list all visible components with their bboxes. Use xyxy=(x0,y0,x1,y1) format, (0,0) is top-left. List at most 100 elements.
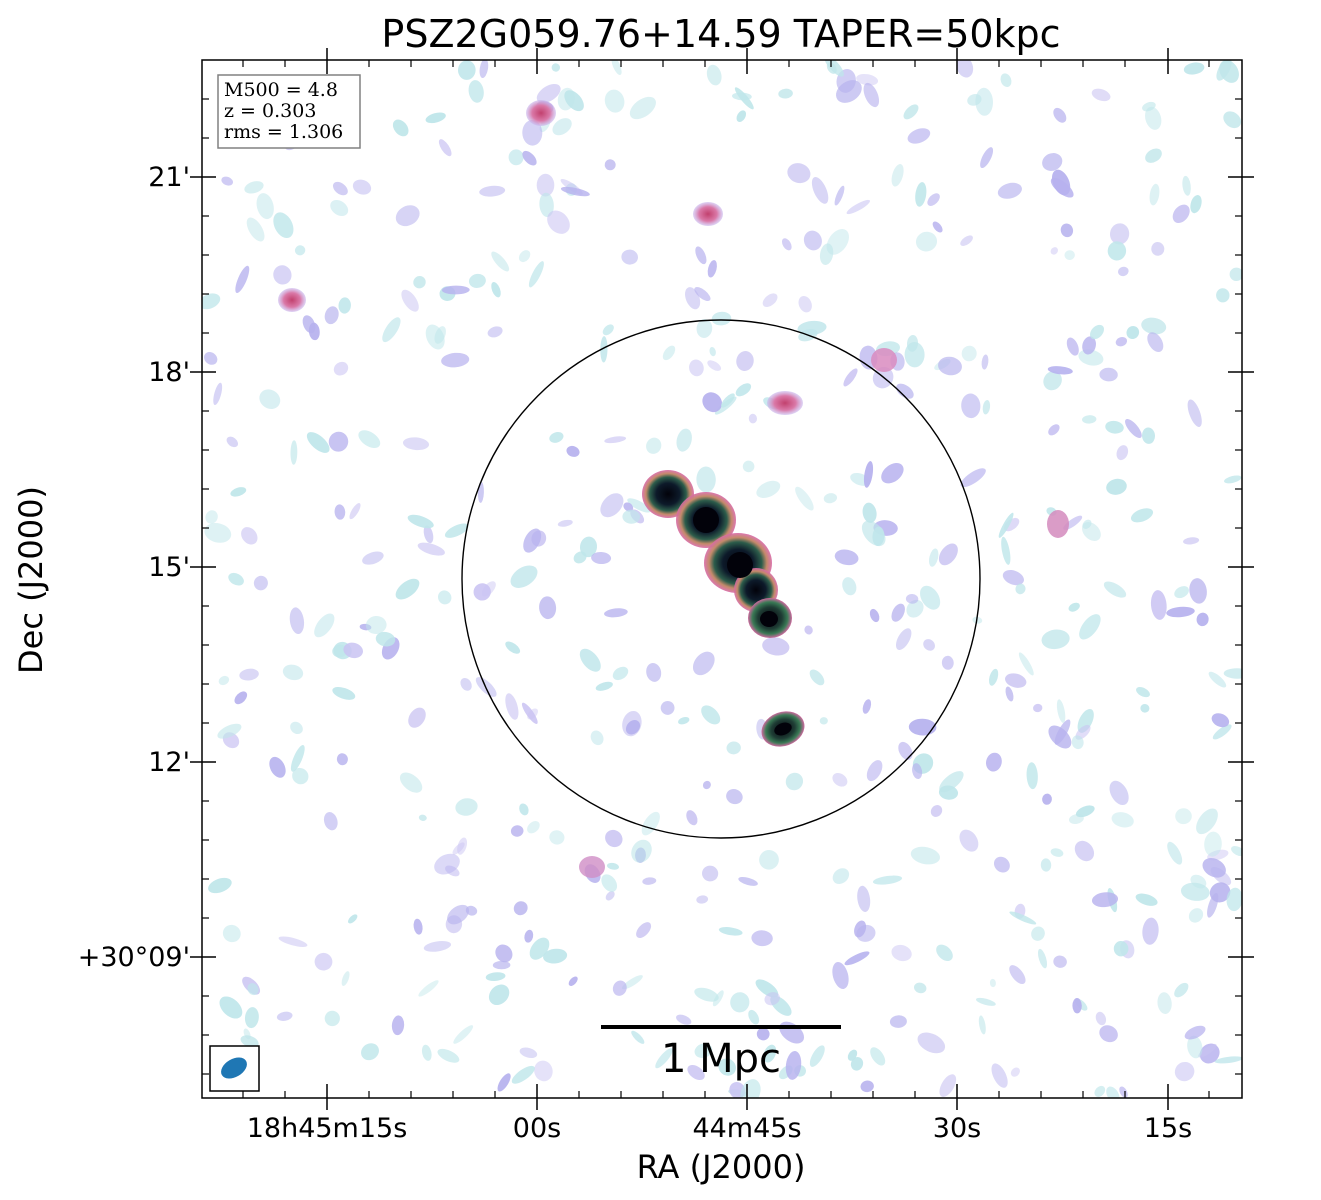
noise-blob xyxy=(1198,1043,1217,1058)
noise-blob xyxy=(539,596,557,620)
x-tick-label: 18h45m15s xyxy=(247,1113,408,1144)
noise-blob xyxy=(457,837,468,855)
noise-blob xyxy=(862,502,877,523)
noise-blob xyxy=(226,436,238,448)
noise-blob xyxy=(1099,1025,1118,1043)
noise-blob xyxy=(978,1015,986,1035)
noise-blob xyxy=(1212,724,1232,740)
noise-blob xyxy=(1048,725,1072,749)
noise-blob xyxy=(247,983,259,996)
noise-blob xyxy=(1078,349,1104,366)
noise-blob xyxy=(870,1047,886,1066)
noise-blob xyxy=(204,523,232,543)
noise-blob xyxy=(349,503,361,520)
noise-blob xyxy=(738,876,758,886)
noise-blob xyxy=(1172,204,1190,224)
noise-blob xyxy=(1231,845,1242,857)
noise-blob xyxy=(819,243,834,265)
noise-blob xyxy=(905,593,919,604)
noise-blob xyxy=(278,936,308,947)
noise-blob xyxy=(536,84,561,103)
noise-blob xyxy=(889,1015,907,1028)
noise-blob xyxy=(244,1007,259,1029)
noise-blob xyxy=(479,60,489,79)
noise-blob xyxy=(1224,475,1242,484)
noise-blob xyxy=(1107,241,1127,261)
noise-blob xyxy=(202,293,221,310)
noise-blob xyxy=(781,238,792,251)
noise-blob xyxy=(228,572,244,586)
noise-blob xyxy=(1047,366,1073,375)
noise-blob xyxy=(1015,583,1026,595)
noise-blob xyxy=(437,590,452,605)
noise-blob xyxy=(1091,892,1119,908)
noise-blob xyxy=(413,918,423,935)
noise-blob xyxy=(811,176,829,204)
noise-blob xyxy=(510,565,538,588)
noise-blob xyxy=(539,192,554,218)
noise-blob xyxy=(834,185,845,206)
noise-blob xyxy=(1142,101,1156,112)
noise-blob xyxy=(382,317,401,343)
noise-blob xyxy=(1009,965,1026,985)
noise-blob xyxy=(604,159,616,171)
noise-blob xyxy=(217,723,242,739)
noise-blob xyxy=(418,814,427,821)
noise-blob xyxy=(932,221,943,233)
noise-blob xyxy=(290,721,303,735)
noise-blob xyxy=(1187,399,1202,427)
noise-blob xyxy=(846,199,871,215)
noise-blob xyxy=(686,810,698,826)
noise-blob xyxy=(401,289,419,312)
noise-blob xyxy=(695,246,707,265)
noise-blob xyxy=(623,502,634,512)
noise-blob xyxy=(660,701,675,715)
noise-blob xyxy=(505,641,521,654)
noise-blob xyxy=(857,885,871,913)
noise-blob xyxy=(685,287,701,310)
noise-blob xyxy=(536,173,555,197)
noise-blob xyxy=(1000,73,1012,87)
noise-blob xyxy=(219,996,243,1019)
noise-blob xyxy=(560,186,590,197)
axis-ticks xyxy=(190,48,1254,1110)
noise-blob xyxy=(336,753,348,766)
noise-blob xyxy=(939,771,964,793)
noise-blob xyxy=(418,980,439,997)
noise-blob xyxy=(856,924,876,942)
noise-blob xyxy=(1167,841,1183,865)
noise-blob xyxy=(862,699,872,714)
noise-blob xyxy=(534,1060,553,1082)
noise-blob xyxy=(522,150,537,166)
noise-blob xyxy=(1125,418,1142,439)
noise-blob xyxy=(338,297,351,314)
noise-blob xyxy=(1053,107,1067,123)
noise-blob xyxy=(718,1058,736,1076)
noise-blob xyxy=(696,895,709,904)
noise-blob xyxy=(1174,586,1189,599)
noise-blob xyxy=(441,352,470,368)
noise-blob xyxy=(453,1025,474,1044)
noise-blob xyxy=(505,693,519,720)
noise-blob xyxy=(763,1044,777,1063)
noise-blob xyxy=(721,393,735,408)
noise-blob xyxy=(707,260,717,278)
noise-blob xyxy=(646,437,662,454)
noise-blob xyxy=(762,293,778,308)
noise-blob xyxy=(891,603,905,622)
noise-blob xyxy=(847,1049,858,1061)
noise-blob xyxy=(1196,612,1209,627)
noise-blob xyxy=(980,147,994,169)
noise-blob xyxy=(1166,606,1195,618)
noise-blob xyxy=(702,865,719,882)
noise-blob xyxy=(1106,478,1127,495)
noise-blob xyxy=(460,678,472,691)
noise-blob xyxy=(960,468,986,488)
noise-blob xyxy=(866,760,883,782)
noise-blob xyxy=(612,980,627,996)
noise-blob xyxy=(519,1047,538,1059)
noise-blob xyxy=(1009,911,1037,925)
noise-blob xyxy=(244,181,264,194)
noise-blob xyxy=(1002,569,1024,586)
noise-blob xyxy=(1026,762,1038,790)
